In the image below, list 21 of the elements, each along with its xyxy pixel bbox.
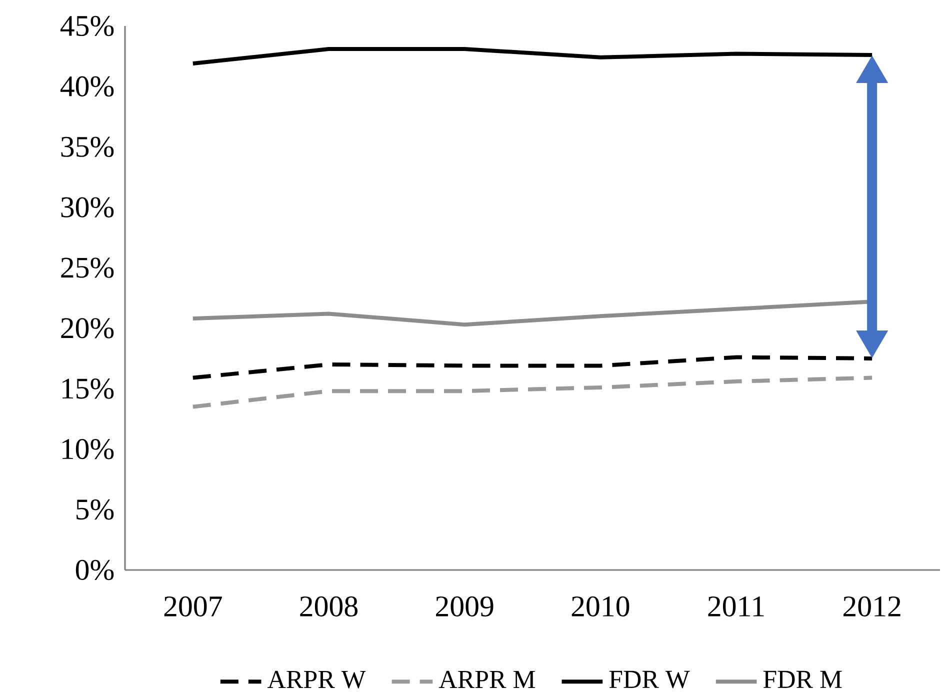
x-tick-label: 2011: [708, 596, 764, 617]
y-tick-label: 45%: [60, 16, 114, 36]
y-tick-label: 25%: [61, 258, 114, 278]
x-tick-label: 2007: [164, 596, 222, 617]
legend-label: ARPR M: [438, 670, 536, 688]
x-tick-label: 2012: [844, 596, 900, 617]
y-tick-label: 5%: [76, 499, 114, 520]
y-tick-label: 40%: [60, 76, 114, 97]
y-tick-label: 10%: [62, 438, 114, 460]
y-tick-label: 0%: [76, 560, 114, 580]
legend-label: FDR W: [609, 670, 690, 688]
y-tick-label: 20%: [61, 318, 114, 338]
line-series: [190, 376, 874, 409]
legend-label: FDR M: [763, 670, 842, 688]
y-tick-label: 35%: [61, 136, 114, 158]
x-tick-label: 2009: [436, 596, 494, 617]
y-tick-label: 15%: [62, 378, 114, 399]
legend-label: ARPR W: [267, 670, 366, 688]
x-tick-label: 2008: [300, 596, 358, 617]
y-tick-label: 30%: [61, 197, 114, 218]
x-tick-label: 2010: [572, 596, 630, 617]
